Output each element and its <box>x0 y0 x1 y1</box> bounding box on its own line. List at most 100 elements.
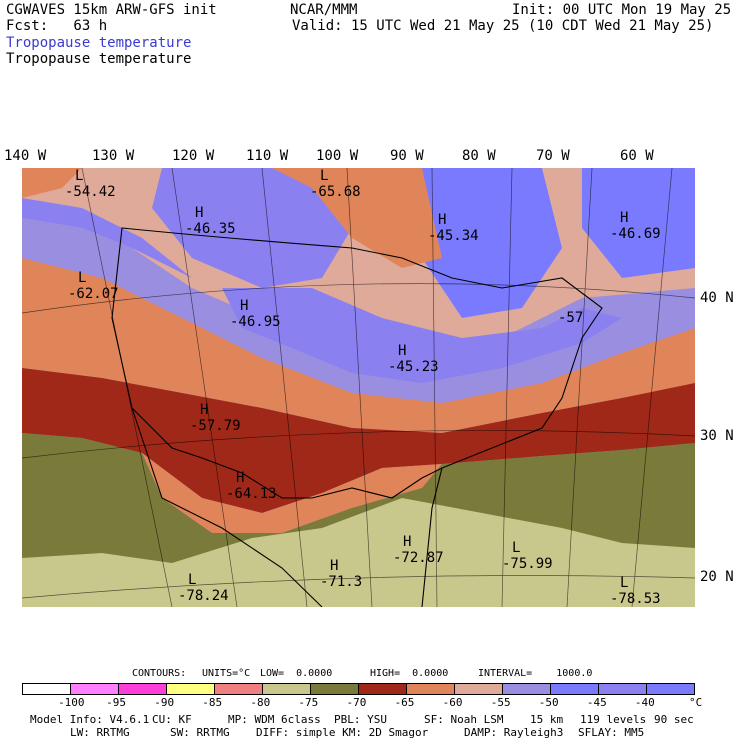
pressure-center-label: H -71.3 <box>320 558 362 590</box>
color-scale-tick-label: -75 <box>298 696 319 709</box>
sflay-scheme: SFLAY: MM5 <box>578 726 645 739</box>
pressure-center-letter: H <box>200 402 209 418</box>
color-scale-tick-label: -65 <box>394 696 415 709</box>
contours-high: HIGH= 0.0000 <box>370 668 449 679</box>
country-borders <box>111 227 603 607</box>
pressure-center-value: -57 <box>558 310 584 326</box>
pressure-center-letter: L <box>78 270 87 286</box>
pressure-center-letter: H <box>195 205 204 221</box>
pressure-center-value: -45.23 <box>388 359 439 375</box>
pressure-center-label: L -54.42 <box>65 168 116 200</box>
lon-label: 90 W <box>390 148 424 164</box>
pressure-center-label: L -75.99 <box>502 540 553 572</box>
pressure-center-label: L -78.53 <box>610 575 661 607</box>
color-scale-tick-label: °C <box>689 696 703 709</box>
lon-label: 120 W <box>172 148 215 164</box>
pressure-center-label: H -46.35 <box>185 205 236 237</box>
color-scale-swatch <box>71 684 119 694</box>
timestep: 90 sec <box>654 713 694 726</box>
contours-interval: INTERVAL= 1000.0 <box>478 668 593 679</box>
model-info: Model Info: V4.6.1 <box>30 713 150 726</box>
pressure-center-value: -78.24 <box>178 588 229 604</box>
pressure-center-letter: H <box>620 210 629 226</box>
pressure-center-letter: L <box>320 168 329 184</box>
lat-label: 20 N <box>700 569 734 585</box>
color-scale-tick-label: -70 <box>346 696 367 709</box>
color-scale-tick-label: -60 <box>442 696 463 709</box>
pressure-center-label: L -78.24 <box>178 572 229 604</box>
lon-label: 70 W <box>536 148 570 164</box>
color-scale-swatch <box>599 684 647 694</box>
damp-scheme: DAMP: Rayleigh3 <box>464 726 564 739</box>
pressure-center-value: -75.99 <box>502 556 553 572</box>
field-region <box>272 168 442 268</box>
mp-scheme: MP: WDM 6class <box>228 713 321 726</box>
color-scale-tick-label: -40 <box>634 696 655 709</box>
model-title: CGWAVES 15km ARW-GFS init <box>6 2 217 18</box>
pressure-center-value: -54.42 <box>65 184 116 200</box>
field-name-black: Tropopause temperature <box>6 51 192 67</box>
contours-label: CONTOURS: <box>132 668 187 679</box>
levels: 119 levels <box>580 713 647 726</box>
valid-time: Valid: 15 UTC Wed 21 May 25 (10 CDT Wed … <box>292 18 714 34</box>
color-scale-swatch <box>359 684 407 694</box>
lon-label: 60 W <box>620 148 654 164</box>
pressure-center-value: -65.68 <box>310 184 361 200</box>
pressure-center-value: -45.34 <box>428 228 479 244</box>
pressure-center-label: H -46.95 <box>230 298 281 330</box>
pressure-center-value: -62.07 <box>68 286 119 302</box>
pressure-center-label: H -57.79 <box>190 402 241 434</box>
pressure-center-value: -72.87 <box>393 550 444 566</box>
field-region <box>142 453 442 533</box>
lon-label: 80 W <box>462 148 496 164</box>
pressure-center-letter: H <box>398 343 407 359</box>
color-scale-swatch <box>407 684 455 694</box>
color-scale-swatch <box>311 684 359 694</box>
color-scale <box>22 683 695 695</box>
diff-scheme: DIFF: simple KM: 2D Smagor <box>256 726 429 739</box>
sw-scheme: SW: RRTMG <box>170 726 230 739</box>
pressure-center-label: H -64.13 <box>226 470 277 502</box>
field-region <box>222 288 622 383</box>
field-region <box>422 168 562 318</box>
color-scale-swatch <box>551 684 599 694</box>
pbl-scheme: PBL: YSU <box>334 713 387 726</box>
pressure-center-letter: H <box>236 470 245 486</box>
lon-label: 140 W <box>4 148 47 164</box>
lon-label: 130 W <box>92 148 135 164</box>
pressure-center-letter: H <box>403 534 412 550</box>
lat-label: 40 N <box>700 290 734 306</box>
pressure-center-value: -71.3 <box>320 574 363 590</box>
pressure-center-value: -64.13 <box>226 486 277 502</box>
color-scale-swatch <box>503 684 551 694</box>
color-scale-tick-label: -85 <box>202 696 223 709</box>
pressure-center-letter: L <box>512 540 521 556</box>
color-scale-tick-label: -95 <box>106 696 127 709</box>
contours-units: UNITS=°C <box>202 668 251 679</box>
color-scale-swatch <box>263 684 311 694</box>
pressure-center-value: -46.69 <box>610 226 661 242</box>
pressure-center-letter: L <box>188 572 197 588</box>
forecast-hour: Fcst: 63 h <box>6 18 108 34</box>
pressure-center-label: L -65.68 <box>310 168 361 200</box>
color-scale-tick-label: -90 <box>154 696 175 709</box>
pressure-center-value: -46.35 <box>185 221 236 237</box>
pressure-center-letter: L <box>620 575 629 591</box>
lat-label: 30 N <box>700 428 734 444</box>
pressure-center-letter: H <box>330 558 339 574</box>
contours-low: LOW= 0.0000 <box>260 668 333 679</box>
init-time: Init: 00 UTC Mon 19 May 25 <box>512 2 732 18</box>
color-scale-tick-label: -80 <box>250 696 271 709</box>
pressure-center-label: H -45.23 <box>388 343 439 375</box>
color-scale-swatch <box>647 684 694 694</box>
pressure-center-label: -57 <box>558 310 583 326</box>
color-scale-swatch <box>167 684 215 694</box>
field-region <box>22 168 82 198</box>
color-scale-tick-label: -100 <box>58 696 85 709</box>
pressure-center-letter: H <box>240 298 249 314</box>
pressure-center-label: H -45.34 <box>428 212 479 244</box>
pressure-center-label: L -62.07 <box>68 270 119 302</box>
lw-scheme: LW: RRTMG <box>70 726 130 739</box>
lon-label: 110 W <box>246 148 289 164</box>
field-region <box>582 168 695 278</box>
